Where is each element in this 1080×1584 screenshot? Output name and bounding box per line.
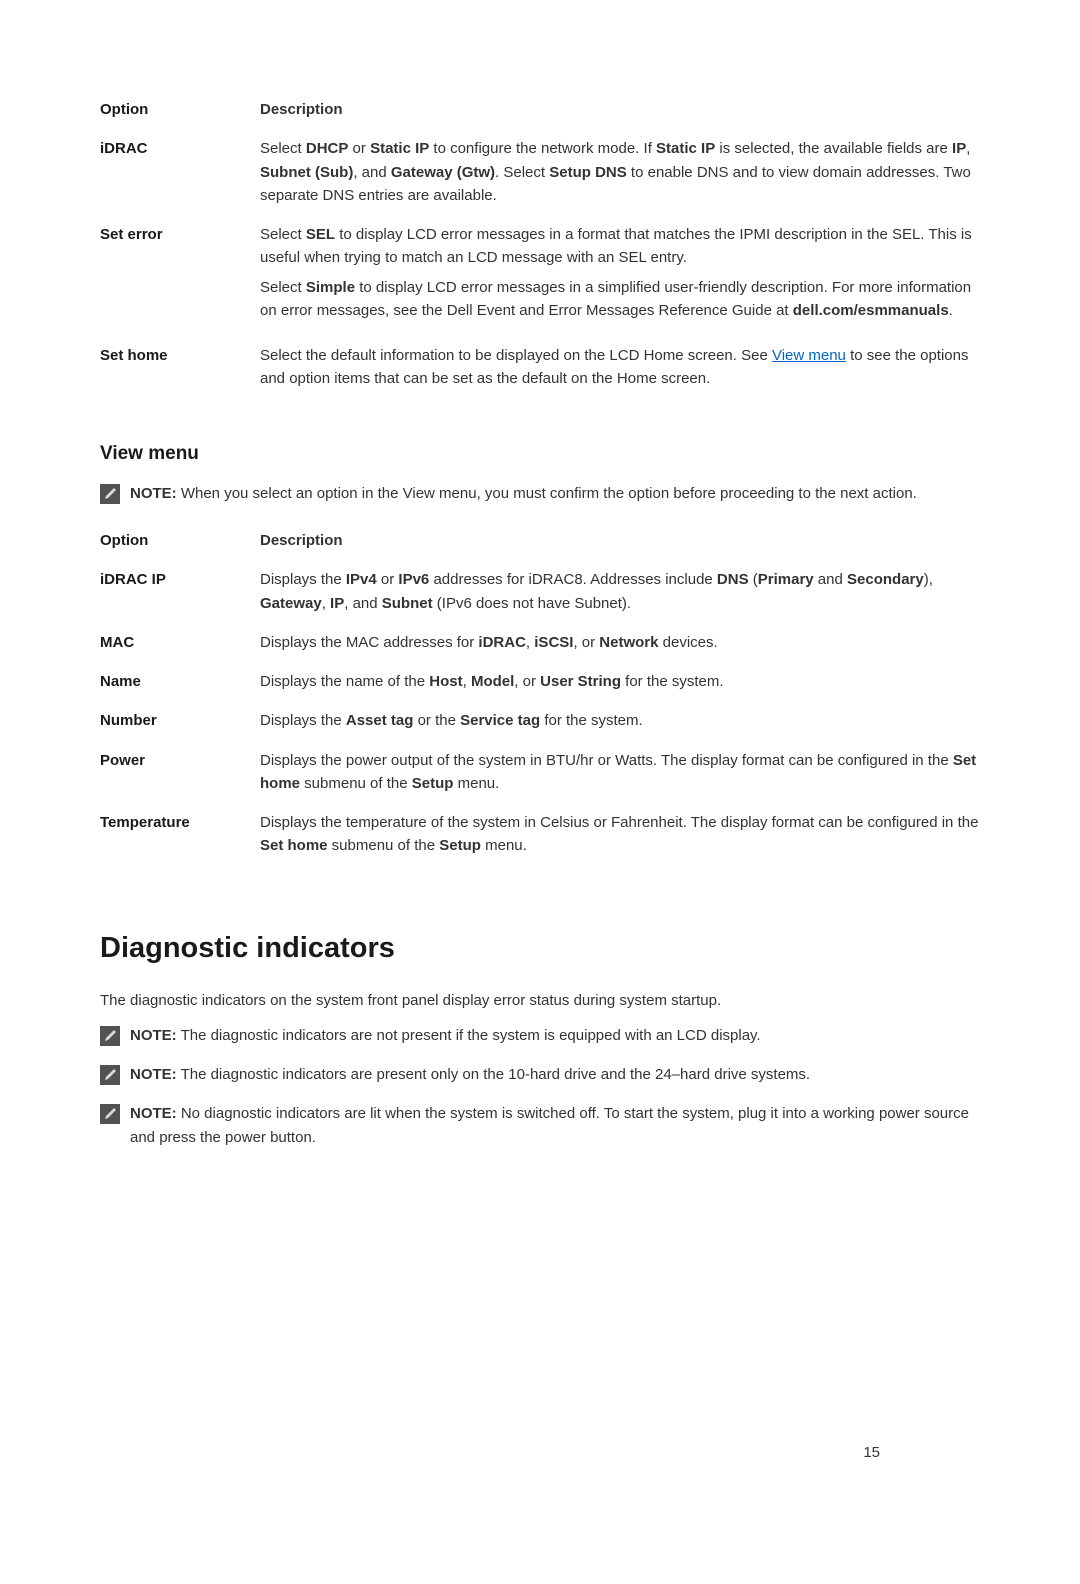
header-option: Option [100,90,260,129]
desc-mac: Displays the MAC addresses for iDRAC, iS… [260,623,980,662]
option-name: Name [100,662,260,701]
view-menu-table: Option Description iDRAC IP Displays the… [100,521,980,866]
pencil-note-icon [100,484,120,511]
table-row: Power Displays the power output of the s… [100,741,980,804]
option-mac: MAC [100,623,260,662]
note-view-menu: NOTE: When you select an option in the V… [100,482,980,511]
table-row: Number Displays the Asset tag or the Ser… [100,701,980,740]
header-description: Description [260,90,980,129]
option-set-home: Set home [100,330,260,399]
table-row: MAC Displays the MAC addresses for iDRAC… [100,623,980,662]
note-text: NOTE: No diagnostic indicators are lit w… [130,1102,980,1149]
table-row: Set home Select the default information … [100,330,980,399]
setup-menu-table: Option Description iDRAC Select DHCP or … [100,90,980,399]
note-text: NOTE: The diagnostic indicators are not … [130,1024,761,1047]
note-text: NOTE: The diagnostic indicators are pres… [130,1063,810,1086]
pencil-note-icon [100,1065,120,1092]
desc-idrac: Select DHCP or Static IP to configure th… [260,129,980,215]
diagnostic-indicators-heading: Diagnostic indicators [100,926,980,971]
note-diag-3: NOTE: No diagnostic indicators are lit w… [100,1102,980,1149]
option-power: Power [100,741,260,804]
option-idrac-ip: iDRAC IP [100,560,260,623]
view-menu-link[interactable]: View menu [772,347,846,364]
desc-name: Displays the name of the Host, Model, or… [260,662,980,701]
view-menu-heading: View menu [100,439,980,468]
header-option: Option [100,521,260,560]
table-row: Temperature Displays the temperature of … [100,803,980,866]
header-description: Description [260,521,980,560]
desc-power: Displays the power output of the system … [260,741,980,804]
desc-idrac-ip: Displays the IPv4 or IPv6 addresses for … [260,560,980,623]
table-row: iDRAC IP Displays the IPv4 or IPv6 addre… [100,560,980,623]
table-header-row: Option Description [100,90,980,129]
page-number: 15 [863,1441,880,1464]
option-temperature: Temperature [100,803,260,866]
note-text: NOTE: When you select an option in the V… [130,482,917,505]
option-idrac: iDRAC [100,129,260,215]
option-number: Number [100,701,260,740]
option-set-error: Set error [100,215,260,330]
desc-set-error: Select SEL to display LCD error messages… [260,215,980,330]
desc-set-home: Select the default information to be dis… [260,330,980,399]
note-diag-1: NOTE: The diagnostic indicators are not … [100,1024,980,1053]
note-diag-2: NOTE: The diagnostic indicators are pres… [100,1063,980,1092]
pencil-note-icon [100,1026,120,1053]
table-row: Name Displays the name of the Host, Mode… [100,662,980,701]
table-row: Set error Select SEL to display LCD erro… [100,215,980,330]
desc-temperature: Displays the temperature of the system i… [260,803,980,866]
table-header-row: Option Description [100,521,980,560]
desc-number: Displays the Asset tag or the Service ta… [260,701,980,740]
pencil-note-icon [100,1104,120,1131]
diagnostic-intro: The diagnostic indicators on the system … [100,989,980,1012]
table-row: iDRAC Select DHCP or Static IP to config… [100,129,980,215]
